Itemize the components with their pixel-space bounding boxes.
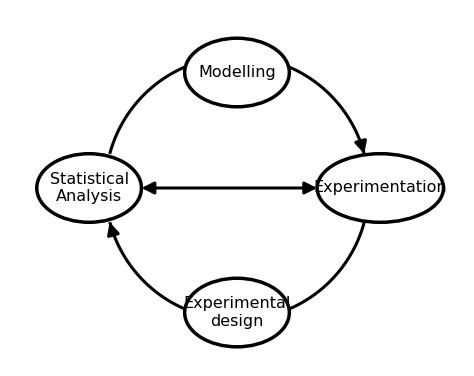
Ellipse shape: [185, 278, 289, 347]
Ellipse shape: [317, 154, 444, 222]
Text: Modelling: Modelling: [198, 65, 276, 80]
Ellipse shape: [37, 154, 141, 222]
Text: Experimentation: Experimentation: [313, 180, 447, 196]
Ellipse shape: [185, 38, 289, 107]
Text: Statistical
Analysis: Statistical Analysis: [50, 172, 128, 204]
Text: Experimental
design: Experimental design: [183, 296, 291, 329]
